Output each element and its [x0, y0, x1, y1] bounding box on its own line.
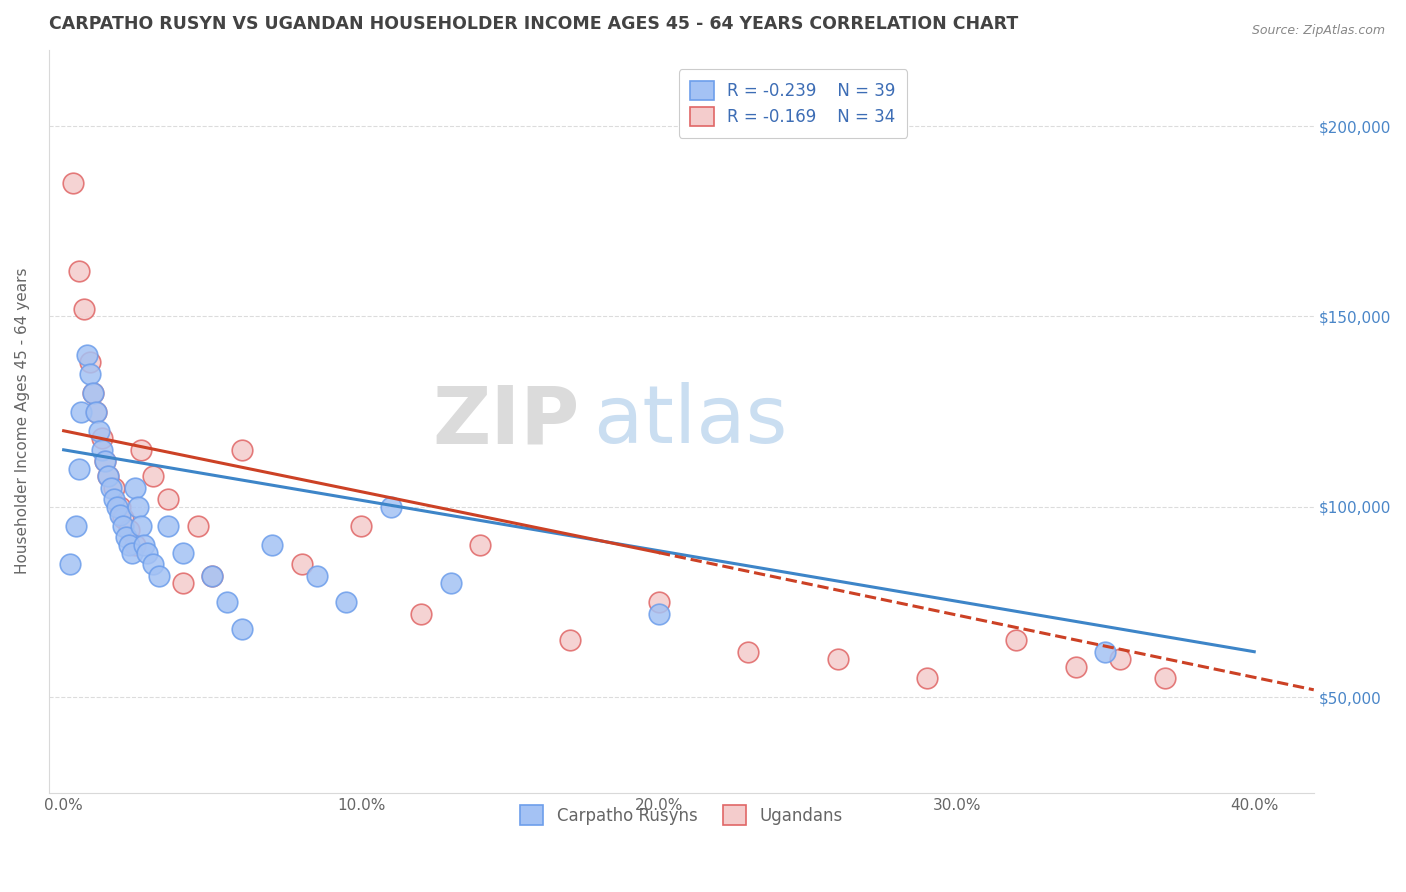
Point: [1094, 645, 1116, 659]
Text: Source: ZipAtlas.com: Source: ZipAtlas.com: [1251, 24, 1385, 37]
Point: [350, 519, 373, 533]
Text: CARPATHO RUSYN VS UGANDAN HOUSEHOLDER INCOME AGES 45 - 64 YEARS CORRELATION CHAR: CARPATHO RUSYN VS UGANDAN HOUSEHOLDER IN…: [49, 15, 1018, 33]
Point: [827, 652, 849, 666]
Point: [172, 546, 194, 560]
Point: [112, 519, 135, 533]
Point: [121, 546, 143, 560]
Point: [129, 519, 152, 533]
Point: [129, 442, 152, 457]
Point: [103, 492, 125, 507]
Point: [127, 500, 149, 514]
Y-axis label: Householder Income Ages 45 - 64 years: Householder Income Ages 45 - 64 years: [15, 268, 30, 574]
Point: [89, 424, 111, 438]
Point: [86, 405, 108, 419]
Point: [118, 538, 141, 552]
Point: [62, 176, 84, 190]
Point: [108, 500, 131, 514]
Point: [1154, 672, 1177, 686]
Point: [132, 538, 155, 552]
Point: [148, 568, 170, 582]
Text: ZIP: ZIP: [433, 383, 581, 460]
Point: [76, 348, 98, 362]
Point: [94, 454, 117, 468]
Point: [737, 645, 759, 659]
Point: [86, 405, 108, 419]
Point: [409, 607, 432, 621]
Point: [105, 500, 128, 514]
Point: [91, 442, 114, 457]
Point: [136, 546, 159, 560]
Point: [915, 672, 938, 686]
Point: [82, 385, 104, 400]
Point: [187, 519, 209, 533]
Point: [67, 264, 90, 278]
Legend: Carpatho Rusyns, Ugandans: Carpatho Rusyns, Ugandans: [509, 794, 853, 837]
Point: [558, 633, 581, 648]
Point: [648, 607, 671, 621]
Point: [112, 511, 135, 525]
Point: [217, 595, 239, 609]
Point: [470, 538, 492, 552]
Point: [291, 557, 314, 571]
Point: [260, 538, 283, 552]
Point: [156, 519, 179, 533]
Point: [231, 442, 253, 457]
Point: [124, 481, 146, 495]
Point: [115, 530, 138, 544]
Point: [142, 469, 165, 483]
Point: [439, 576, 461, 591]
Point: [97, 469, 120, 483]
Point: [1064, 660, 1087, 674]
Point: [70, 405, 93, 419]
Point: [201, 568, 224, 582]
Point: [1109, 652, 1132, 666]
Point: [108, 508, 131, 522]
Point: [380, 500, 402, 514]
Point: [82, 385, 104, 400]
Point: [79, 367, 101, 381]
Point: [67, 462, 90, 476]
Point: [201, 568, 224, 582]
Point: [124, 538, 146, 552]
Point: [91, 431, 114, 445]
Point: [94, 454, 117, 468]
Point: [97, 469, 120, 483]
Point: [305, 568, 328, 582]
Point: [172, 576, 194, 591]
Text: atlas: atlas: [593, 383, 787, 460]
Point: [335, 595, 357, 609]
Point: [79, 355, 101, 369]
Point: [103, 481, 125, 495]
Point: [231, 622, 253, 636]
Point: [1005, 633, 1028, 648]
Point: [100, 481, 122, 495]
Point: [73, 301, 96, 316]
Point: [58, 557, 80, 571]
Point: [648, 595, 671, 609]
Point: [65, 519, 87, 533]
Point: [156, 492, 179, 507]
Point: [142, 557, 165, 571]
Point: [118, 523, 141, 537]
